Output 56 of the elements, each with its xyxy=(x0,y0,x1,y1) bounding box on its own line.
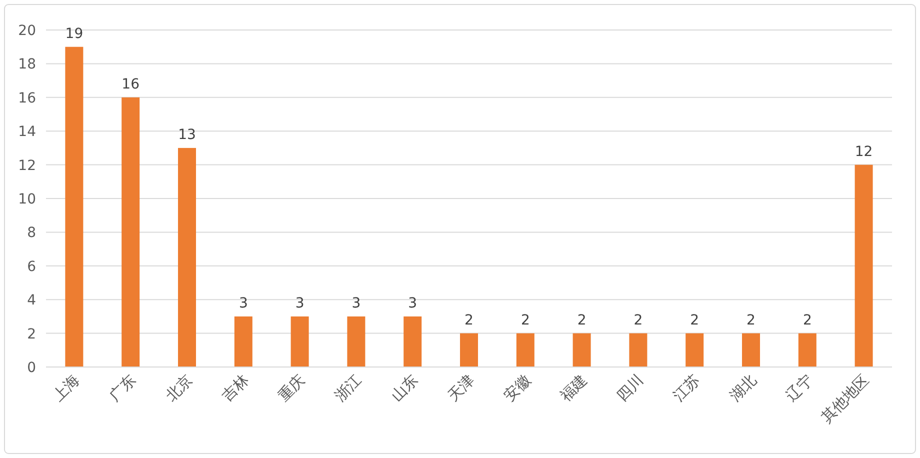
bar xyxy=(178,148,196,367)
data-label: 3 xyxy=(408,295,418,312)
bar xyxy=(572,333,591,367)
y-tick-label: 14 xyxy=(18,124,36,140)
x-tick-label: 广东 xyxy=(105,371,140,406)
data-label: 2 xyxy=(577,312,586,328)
data-label: 19 xyxy=(65,26,84,42)
data-label: 13 xyxy=(178,126,196,143)
bar xyxy=(404,316,422,367)
x-tick-label: 安徽 xyxy=(500,371,534,406)
data-label: 2 xyxy=(746,312,756,328)
data-label: 3 xyxy=(295,295,304,312)
y-tick-label: 16 xyxy=(18,90,36,106)
bar xyxy=(290,316,309,367)
data-label: 12 xyxy=(854,144,873,160)
x-tick-label: 吉林 xyxy=(218,371,252,406)
bar xyxy=(798,333,816,367)
data-label: 2 xyxy=(520,312,530,328)
y-tick-label: 8 xyxy=(27,225,36,242)
data-label: 3 xyxy=(352,295,361,312)
x-tick-label: 江苏 xyxy=(669,371,704,406)
x-tick-label: 天津 xyxy=(444,371,478,406)
bar xyxy=(347,316,366,367)
bar xyxy=(460,333,478,367)
data-label: 16 xyxy=(122,76,140,92)
x-tick-label: 湖北 xyxy=(726,371,760,406)
data-label: 3 xyxy=(238,295,248,312)
y-tick-label: 0 xyxy=(27,360,36,376)
bar xyxy=(854,164,873,367)
bar xyxy=(122,97,140,367)
bar xyxy=(629,333,648,367)
x-tick-label: 浙江 xyxy=(331,371,366,406)
data-label: 2 xyxy=(802,312,812,328)
data-label: 2 xyxy=(464,312,474,328)
x-tick-label: 其他地区 xyxy=(817,371,873,426)
x-tick-label: 山东 xyxy=(387,371,422,406)
y-tick-label: 12 xyxy=(18,158,36,174)
x-tick-label: 上海 xyxy=(49,371,84,406)
data-label: 2 xyxy=(634,312,643,328)
y-tick-label: 2 xyxy=(27,326,36,342)
x-tick-label: 福建 xyxy=(556,371,591,406)
y-tick-label: 18 xyxy=(18,56,36,73)
y-tick-label: 6 xyxy=(27,258,36,275)
x-tick-label: 四川 xyxy=(613,371,648,406)
bar xyxy=(686,333,704,367)
data-label: 2 xyxy=(690,312,700,328)
x-tick-label: 重庆 xyxy=(274,371,309,406)
y-tick-label: 4 xyxy=(27,292,36,309)
y-tick-label: 20 xyxy=(18,23,36,39)
x-tick-label: 辽宁 xyxy=(782,371,816,406)
bar xyxy=(234,316,252,367)
y-tick-label: 10 xyxy=(18,192,36,208)
x-tick-label: 北京 xyxy=(162,371,196,406)
bar xyxy=(65,46,84,367)
bar xyxy=(516,333,534,367)
bar xyxy=(742,333,760,367)
